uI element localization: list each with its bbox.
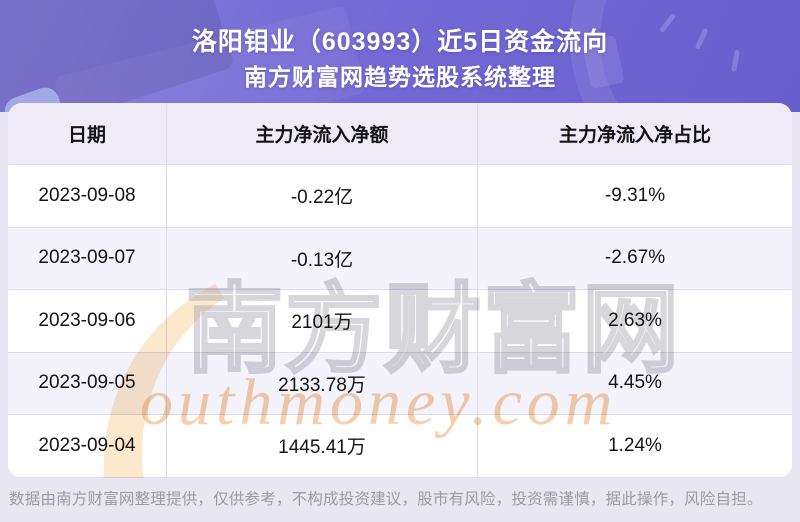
date-cell: 2023-09-07 bbox=[38, 247, 136, 269]
date-cell: 2023-09-08 bbox=[38, 184, 136, 206]
amount-cell: 2133.78万 bbox=[166, 352, 478, 414]
ratio-cell: 2.63% bbox=[608, 309, 662, 331]
column-header-amount: 主力净流入净额 bbox=[166, 103, 478, 164]
table-row: 2023-09-08 -0.22亿 -9.31% bbox=[8, 165, 792, 228]
column-header-date: 日期 bbox=[67, 125, 106, 146]
disclaimer-text: 数据由南方财富网整理提供，仅供参考，不构成投资建议，股市有风险，投资需谨慎，据此… bbox=[9, 491, 763, 508]
table-row: 2023-09-04 1445.41万 1.24% bbox=[8, 415, 792, 478]
date-cell: 2023-09-05 bbox=[38, 372, 136, 394]
ratio-cell: 1.24% bbox=[608, 434, 662, 456]
banner: 洛阳钼业（603993）近5日资金流向 南方财富网趋势选股系统整理 bbox=[0, 0, 800, 112]
ratio-cell: -2.67% bbox=[604, 247, 666, 269]
amount-cell: 2101万 bbox=[166, 290, 478, 352]
amount-cell: -0.13亿 bbox=[166, 227, 478, 289]
table-row: 2023-09-05 2133.78万 4.45% bbox=[8, 352, 792, 415]
ratio-cell: -9.31% bbox=[604, 184, 666, 206]
table-row: 2023-09-06 2101万 2.63% bbox=[8, 290, 792, 353]
date-cell: 2023-09-04 bbox=[38, 434, 136, 456]
page-subtitle: 南方财富网趋势选股系统整理 bbox=[244, 64, 556, 90]
table-header-row: 日期 主力净流入净额 主力净流入净占比 bbox=[8, 103, 792, 165]
amount-cell: 1445.41万 bbox=[166, 415, 478, 477]
date-cell: 2023-09-06 bbox=[38, 309, 136, 331]
ratio-cell: 4.45% bbox=[608, 372, 662, 394]
column-header-ratio: 主力净流入净占比 bbox=[558, 125, 711, 146]
fund-flow-table: 日期 主力净流入净额 主力净流入净占比 2023-09-08 -0.22亿 -9… bbox=[8, 103, 792, 478]
table-row: 2023-09-07 -0.13亿 -2.67% bbox=[8, 227, 792, 290]
page-title: 洛阳钼业（603993）近5日资金流向 bbox=[191, 28, 609, 56]
amount-cell: -0.22亿 bbox=[166, 165, 478, 227]
